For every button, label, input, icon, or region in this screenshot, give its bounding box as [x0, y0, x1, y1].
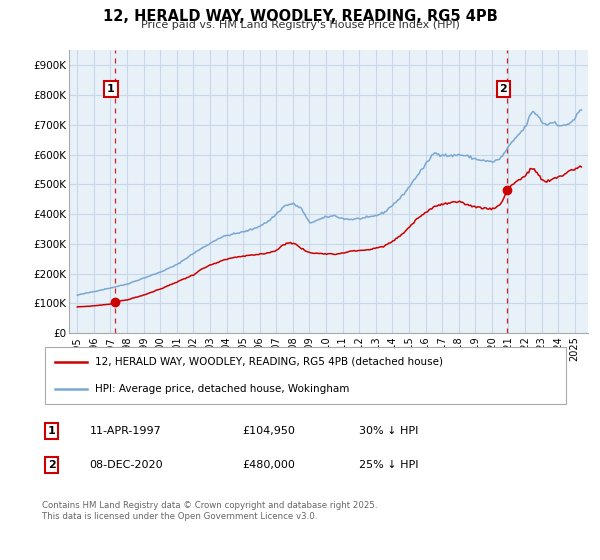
Text: Price paid vs. HM Land Registry's House Price Index (HPI): Price paid vs. HM Land Registry's House … [140, 20, 460, 30]
FancyBboxPatch shape [44, 347, 566, 404]
Text: 11-APR-1997: 11-APR-1997 [89, 426, 161, 436]
Text: Contains HM Land Registry data © Crown copyright and database right 2025.
This d: Contains HM Land Registry data © Crown c… [42, 501, 377, 521]
Text: 1: 1 [47, 426, 55, 436]
Text: £104,950: £104,950 [242, 426, 296, 436]
Text: 08-DEC-2020: 08-DEC-2020 [89, 460, 163, 470]
Text: £480,000: £480,000 [242, 460, 296, 470]
Text: 12, HERALD WAY, WOODLEY, READING, RG5 4PB: 12, HERALD WAY, WOODLEY, READING, RG5 4P… [103, 9, 497, 24]
Text: 2: 2 [499, 84, 507, 94]
Text: 2: 2 [47, 460, 55, 470]
Text: 25% ↓ HPI: 25% ↓ HPI [359, 460, 418, 470]
Text: 30% ↓ HPI: 30% ↓ HPI [359, 426, 418, 436]
Text: 1: 1 [107, 84, 115, 94]
Text: HPI: Average price, detached house, Wokingham: HPI: Average price, detached house, Woki… [95, 384, 349, 394]
Text: 12, HERALD WAY, WOODLEY, READING, RG5 4PB (detached house): 12, HERALD WAY, WOODLEY, READING, RG5 4P… [95, 357, 443, 367]
